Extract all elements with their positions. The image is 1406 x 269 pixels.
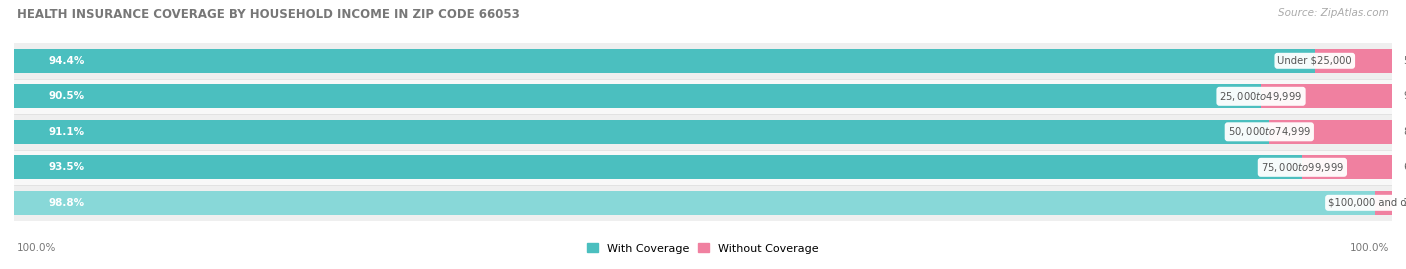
Bar bbox=[1315, 49, 1392, 73]
Text: 93.5%: 93.5% bbox=[48, 162, 84, 172]
Text: HEALTH INSURANCE COVERAGE BY HOUSEHOLD INCOME IN ZIP CODE 66053: HEALTH INSURANCE COVERAGE BY HOUSEHOLD I… bbox=[17, 8, 520, 21]
Bar bbox=[14, 191, 1392, 215]
Text: 5.6%: 5.6% bbox=[1403, 56, 1406, 66]
Bar bbox=[14, 120, 1392, 144]
Text: 90.5%: 90.5% bbox=[48, 91, 84, 101]
Bar bbox=[14, 185, 1392, 221]
Bar bbox=[14, 155, 1392, 179]
Text: $75,000 to $99,999: $75,000 to $99,999 bbox=[1261, 161, 1344, 174]
Text: 98.8%: 98.8% bbox=[48, 198, 84, 208]
Text: 91.1%: 91.1% bbox=[48, 127, 84, 137]
Bar bbox=[14, 84, 1392, 108]
Text: $50,000 to $74,999: $50,000 to $74,999 bbox=[1227, 125, 1310, 138]
Bar bbox=[1261, 84, 1392, 108]
Bar bbox=[14, 114, 1392, 150]
Bar bbox=[14, 49, 1392, 73]
Text: 1.2%: 1.2% bbox=[1403, 198, 1406, 208]
Text: 100.0%: 100.0% bbox=[1350, 243, 1389, 253]
Bar bbox=[14, 120, 1270, 144]
Text: 6.5%: 6.5% bbox=[1403, 162, 1406, 172]
Bar bbox=[14, 49, 1315, 73]
Text: 100.0%: 100.0% bbox=[17, 243, 56, 253]
Text: $100,000 and over: $100,000 and over bbox=[1329, 198, 1406, 208]
Bar bbox=[14, 79, 1392, 114]
Bar bbox=[1270, 120, 1392, 144]
Bar bbox=[14, 191, 1375, 215]
Text: 8.9%: 8.9% bbox=[1403, 127, 1406, 137]
Bar bbox=[14, 84, 1261, 108]
Bar bbox=[14, 150, 1392, 185]
Bar bbox=[14, 43, 1392, 79]
Text: 9.5%: 9.5% bbox=[1403, 91, 1406, 101]
Text: Source: ZipAtlas.com: Source: ZipAtlas.com bbox=[1278, 8, 1389, 18]
Text: Under $25,000: Under $25,000 bbox=[1278, 56, 1353, 66]
Text: 94.4%: 94.4% bbox=[48, 56, 84, 66]
Bar bbox=[1302, 155, 1392, 179]
Bar bbox=[1375, 191, 1392, 215]
Bar bbox=[14, 155, 1302, 179]
Legend: With Coverage, Without Coverage: With Coverage, Without Coverage bbox=[582, 239, 824, 258]
Text: $25,000 to $49,999: $25,000 to $49,999 bbox=[1219, 90, 1302, 103]
